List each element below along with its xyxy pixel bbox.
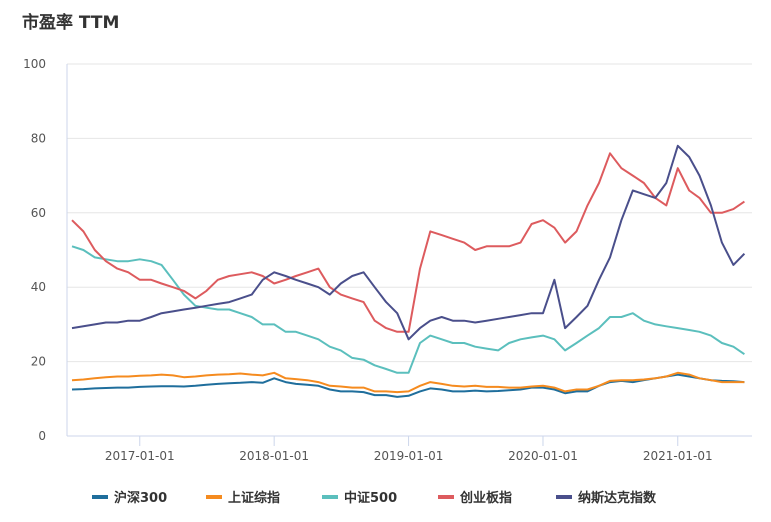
x-tick-label: 2017-01-01 (105, 449, 175, 463)
legend-label: 上证综指 (228, 490, 280, 506)
y-tick-label: 100 (23, 57, 46, 71)
x-tick-label: 2020-01-01 (508, 449, 578, 463)
y-tick-label: 80 (31, 131, 46, 145)
legend-label: 创业板指 (459, 490, 512, 506)
legend-label: 纳斯达克指数 (578, 490, 657, 506)
legend-swatch (92, 495, 108, 499)
y-tick-label: 60 (31, 206, 46, 220)
legend-label: 中证500 (344, 490, 397, 506)
y-tick-label: 20 (31, 355, 46, 369)
legend-label: 沪深300 (114, 490, 167, 506)
series-line-0 (71, 373, 745, 398)
legend-swatch (206, 495, 222, 499)
series-line-3 (71, 152, 745, 333)
series-line-1 (71, 371, 745, 394)
y-tick-label: 40 (31, 280, 46, 294)
series-line-4 (71, 144, 746, 341)
chart-title: 市盈率 TTM (22, 13, 120, 33)
x-tick-label: 2021-01-01 (643, 449, 713, 463)
x-tick-label: 2019-01-01 (374, 449, 444, 463)
legend-swatch (322, 495, 338, 499)
y-tick-label: 0 (38, 429, 46, 443)
series-line-2 (71, 245, 745, 374)
legend-swatch (438, 495, 454, 499)
x-tick-label: 2018-01-01 (239, 449, 309, 463)
legend-swatch (556, 495, 572, 499)
